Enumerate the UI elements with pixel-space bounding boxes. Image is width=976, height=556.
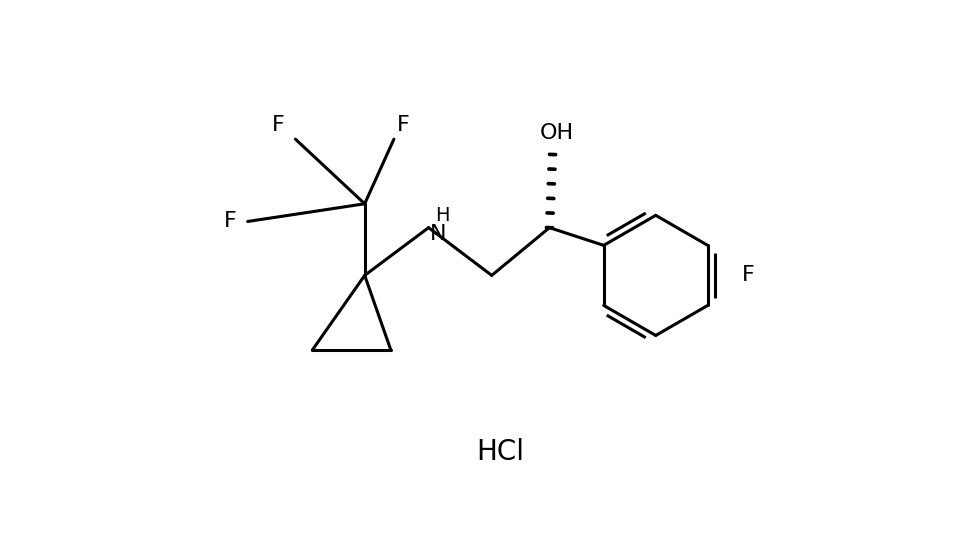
Text: F: F — [272, 115, 285, 135]
Text: OH: OH — [540, 123, 574, 143]
Text: H: H — [435, 206, 450, 225]
Text: F: F — [742, 265, 754, 285]
Text: F: F — [397, 115, 410, 135]
Text: HCl: HCl — [476, 439, 524, 466]
Text: N: N — [429, 224, 446, 244]
Text: F: F — [224, 211, 237, 231]
